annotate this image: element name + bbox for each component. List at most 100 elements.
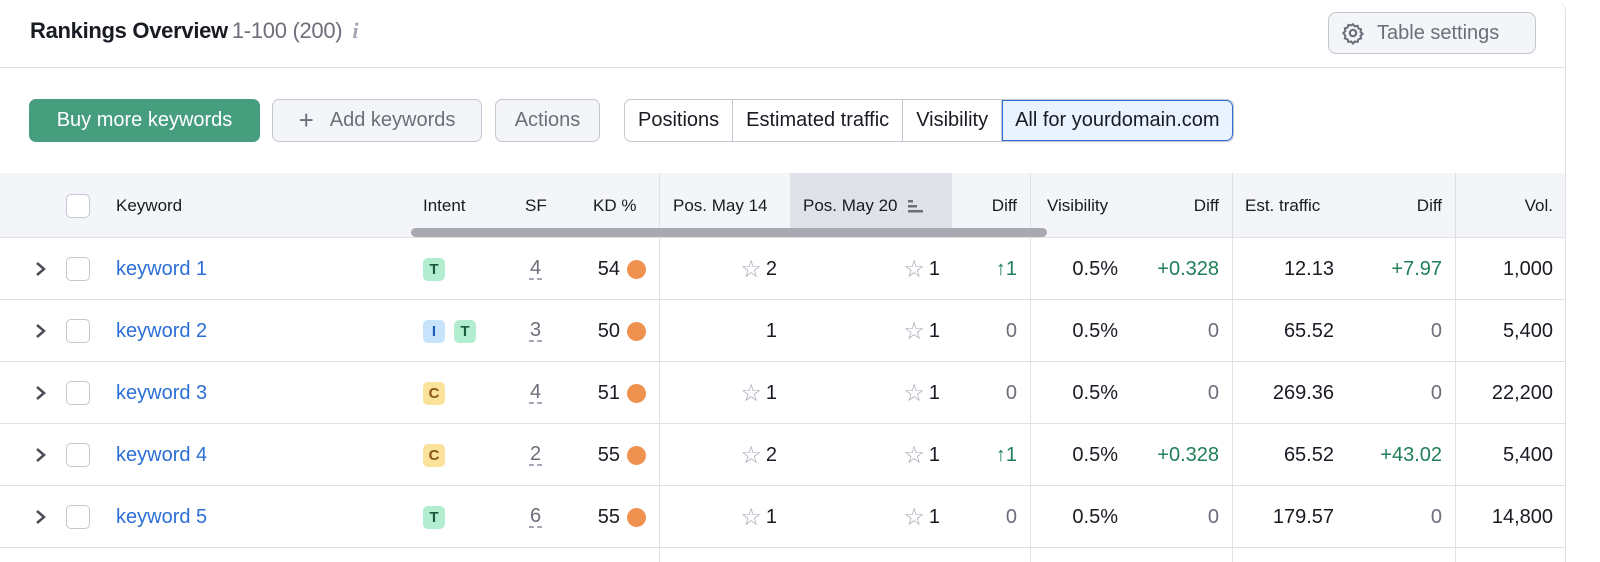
col-keyword[interactable]: Keyword bbox=[116, 195, 183, 215]
pos-value: 1 bbox=[765, 505, 777, 528]
info-icon[interactable]: i bbox=[352, 18, 359, 43]
col-diff-pos[interactable]: Diff bbox=[991, 195, 1017, 215]
expand-chevron-icon[interactable] bbox=[34, 424, 48, 486]
select-all-checkbox[interactable] bbox=[66, 193, 90, 218]
table-settings-label: Table settings bbox=[1377, 21, 1500, 44]
serp-features[interactable]: 2 bbox=[529, 424, 543, 486]
col-pos-may20[interactable]: Pos. May 20 bbox=[803, 173, 925, 238]
tab-all-for-domain[interactable]: All for yourdomain.com bbox=[1002, 100, 1233, 141]
volume: 22,200 bbox=[1491, 381, 1553, 404]
gear-icon bbox=[1341, 22, 1365, 45]
expand-chevron-icon[interactable] bbox=[34, 238, 48, 300]
visibility: 0.5% bbox=[1072, 381, 1118, 404]
traffic-diff: +43.02 bbox=[1380, 443, 1442, 466]
volume: 1,000 bbox=[1502, 257, 1553, 280]
pos-may14: ☆ 1 bbox=[680, 362, 777, 424]
kd-value: 51 bbox=[597, 381, 620, 404]
col-sf[interactable]: SF bbox=[525, 195, 547, 215]
sf-value: 6 bbox=[529, 505, 543, 528]
keyword-link[interactable]: keyword 1 bbox=[116, 257, 208, 280]
pos-value: 1 bbox=[928, 257, 940, 280]
expand-chevron-icon[interactable] bbox=[34, 362, 48, 424]
add-keywords-button[interactable]: + Add keywords bbox=[272, 99, 482, 142]
tab-estimated-traffic[interactable]: Estimated traffic bbox=[733, 100, 904, 141]
visibility-diff: 0 bbox=[1207, 505, 1219, 528]
star-icon: ☆ bbox=[903, 255, 925, 283]
page-title: Rankings Overview 1-100 (200) i bbox=[30, 18, 358, 44]
serp-features[interactable]: 4 bbox=[529, 238, 543, 300]
kd-dot-icon bbox=[627, 507, 646, 527]
pos-may20: ☆ 1 bbox=[850, 238, 940, 300]
row-checkbox[interactable] bbox=[66, 319, 90, 343]
horizontal-scrollbar[interactable] bbox=[411, 228, 1047, 237]
est-traffic: 65.52 bbox=[1283, 443, 1334, 466]
pos-diff: ↑1 bbox=[995, 443, 1017, 466]
est-traffic: 179.57 bbox=[1272, 505, 1334, 528]
title-text: Rankings Overview bbox=[30, 18, 228, 43]
pos-may14: ☆ 1 bbox=[680, 486, 777, 548]
col-diff-traffic[interactable]: Diff bbox=[1416, 195, 1442, 215]
serp-features[interactable]: 3 bbox=[529, 300, 543, 362]
kd-value: 54 bbox=[597, 257, 620, 280]
expand-chevron-icon[interactable] bbox=[34, 300, 48, 362]
volume: 5,400 bbox=[1502, 319, 1553, 342]
intent-cell: T bbox=[423, 238, 454, 300]
serp-features[interactable]: 4 bbox=[529, 362, 543, 424]
pos-value: 1 bbox=[928, 443, 940, 466]
col-volume[interactable]: Vol. bbox=[1524, 195, 1553, 215]
buy-more-keywords-button[interactable]: Buy more keywords bbox=[29, 99, 260, 142]
col-visibility[interactable]: Visibility bbox=[1047, 195, 1109, 215]
serp-features[interactable]: 6 bbox=[529, 486, 543, 548]
table-settings-button[interactable]: Table settings bbox=[1328, 12, 1536, 54]
traffic-diff: 0 bbox=[1430, 505, 1442, 528]
tab-visibility[interactable]: Visibility bbox=[903, 100, 1003, 141]
sorted-column-bg bbox=[790, 173, 952, 238]
kd-cell: 54 bbox=[560, 238, 646, 300]
intent-badge: T bbox=[423, 505, 445, 529]
traffic-diff: 0 bbox=[1430, 319, 1442, 342]
star-icon: ☆ bbox=[740, 255, 762, 283]
col-intent[interactable]: Intent bbox=[423, 195, 466, 215]
kd-cell: 51 bbox=[560, 362, 646, 424]
intent-badge: C bbox=[423, 443, 445, 467]
col-diff-visibility[interactable]: Diff bbox=[1193, 195, 1219, 215]
actions-button[interactable]: Actions bbox=[495, 99, 600, 142]
kd-value: 55 bbox=[597, 505, 620, 528]
row-checkbox[interactable] bbox=[66, 443, 90, 467]
visibility: 0.5% bbox=[1072, 257, 1118, 280]
view-tabs: Positions Estimated traffic Visibility A… bbox=[624, 99, 1234, 142]
star-icon: ☆ bbox=[903, 503, 925, 531]
col-pos-may14[interactable]: Pos. May 14 bbox=[673, 195, 768, 215]
pos-diff: 0 bbox=[1005, 505, 1017, 528]
est-traffic: 269.36 bbox=[1272, 381, 1334, 404]
col-est-traffic[interactable]: Est. traffic bbox=[1245, 195, 1321, 215]
pos-value: 1 bbox=[928, 505, 940, 528]
keyword-link[interactable]: keyword 2 bbox=[116, 319, 208, 342]
visibility-diff: 0 bbox=[1207, 319, 1219, 342]
keyword-link[interactable]: keyword 4 bbox=[116, 443, 208, 466]
traffic-diff: +7.97 bbox=[1391, 257, 1442, 280]
sf-value: 4 bbox=[529, 257, 543, 280]
keyword-link[interactable]: keyword 3 bbox=[116, 381, 208, 404]
traffic-diff: 0 bbox=[1430, 381, 1442, 404]
intent-badge: I bbox=[423, 319, 445, 343]
plus-icon: + bbox=[298, 105, 314, 135]
col-kd[interactable]: KD % bbox=[593, 195, 637, 215]
table-header: Keyword Intent SF KD % Pos. May 14 Pos. … bbox=[0, 173, 1565, 238]
tab-positions[interactable]: Positions bbox=[625, 100, 734, 141]
star-icon: ☆ bbox=[903, 317, 925, 345]
row-checkbox[interactable] bbox=[66, 257, 90, 281]
sf-value: 3 bbox=[529, 319, 543, 342]
expand-chevron-icon[interactable] bbox=[34, 486, 48, 548]
row-checkbox[interactable] bbox=[66, 505, 90, 529]
visibility-diff: 0 bbox=[1207, 381, 1219, 404]
pos-may14: 1 bbox=[680, 300, 777, 362]
pos-diff: 0 bbox=[1005, 319, 1017, 342]
row-checkbox[interactable] bbox=[66, 381, 90, 405]
visibility-diff: +0.328 bbox=[1157, 257, 1219, 280]
divider bbox=[1030, 173, 1031, 562]
title-bar: Rankings Overview 1-100 (200) i Table sett… bbox=[0, 0, 1565, 68]
kd-cell: 50 bbox=[560, 300, 646, 362]
keyword-link[interactable]: keyword 5 bbox=[116, 505, 208, 528]
visibility-diff: +0.328 bbox=[1157, 443, 1219, 466]
